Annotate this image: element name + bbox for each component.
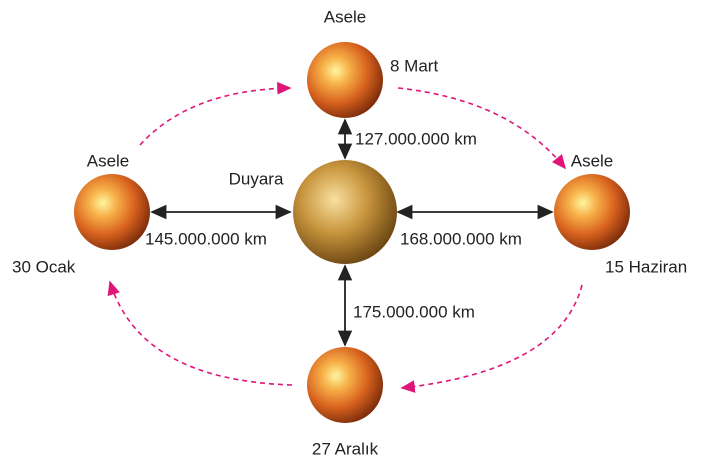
planet	[307, 42, 383, 118]
orbit-arrow	[402, 285, 582, 388]
distance-label: 168.000.000 km	[400, 229, 522, 248]
orbit-arrow	[110, 282, 292, 385]
planet	[74, 174, 150, 250]
planet-label: Asele	[324, 7, 367, 26]
planet	[307, 347, 383, 423]
distance-label: 145.000.000 km	[145, 229, 267, 248]
date-label: 27 Aralık	[312, 439, 379, 458]
planet-label: Asele	[571, 151, 614, 170]
star	[293, 160, 397, 264]
planet-label: Asele	[87, 151, 130, 170]
diagram: Duyara Asele 8 Mart 127.000.000 km Asele…	[0, 0, 708, 466]
orbit-arrow	[398, 88, 565, 168]
planet	[554, 174, 630, 250]
orbit-arrow	[140, 88, 290, 145]
page: {"center": {"label": "Duyara"}, "positio…	[0, 0, 708, 466]
date-label: 30 Ocak	[12, 257, 76, 276]
date-label: 8 Mart	[390, 56, 438, 75]
star-label: Duyara	[229, 169, 284, 188]
distance-label: 175.000.000 km	[353, 302, 475, 321]
date-label: 15 Haziran	[605, 257, 687, 276]
distance-label: 127.000.000 km	[355, 129, 477, 148]
